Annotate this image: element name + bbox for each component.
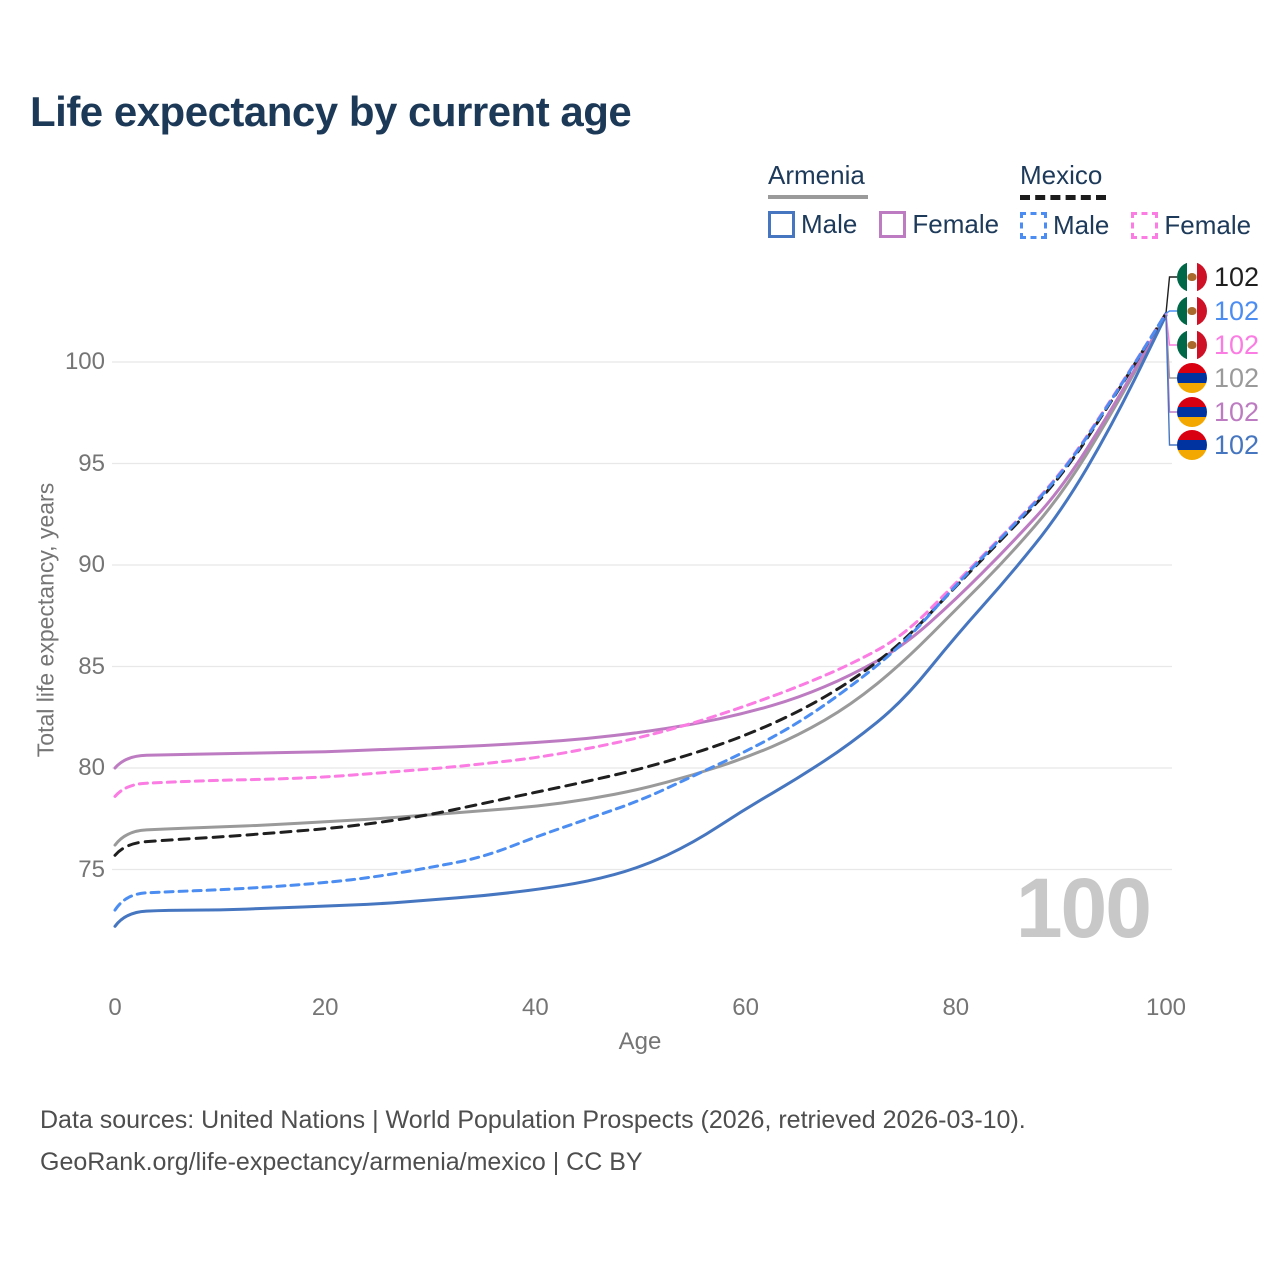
legend-item-mexico-male[interactable]: Male <box>1020 210 1109 241</box>
age-watermark: 100 <box>1015 861 1152 955</box>
end-label-value: 102 <box>1214 430 1260 460</box>
y-tick-label: 80 <box>78 754 105 781</box>
y-axis-title: Total life expectancy, years <box>32 482 59 758</box>
end-label-value: 102 <box>1214 330 1260 360</box>
legend-item-label: Female <box>1164 210 1252 240</box>
series-line-mexico-female <box>113 311 1168 798</box>
x-tick-label: 80 <box>942 994 970 1021</box>
x-axis-title: Age <box>618 1028 662 1055</box>
series-end-label-row: 102 <box>1177 397 1259 427</box>
legend-group-armenia: Armenia Male Female <box>768 160 999 240</box>
legend-country-label: Armenia <box>768 160 865 190</box>
legend-item-label: Female <box>912 209 1000 239</box>
legend-swatch-icon <box>879 211 907 238</box>
footer-data-sources: Data sources: United Nations | World Pop… <box>40 1106 1026 1134</box>
page-title: Life expectancy by current age <box>30 88 632 135</box>
legend-item-armenia-male[interactable]: Male <box>768 209 857 240</box>
series-line-armenia-male <box>113 313 1168 928</box>
series-end-label-row: 102 <box>1177 330 1259 360</box>
y-tick-label: 95 <box>78 449 105 477</box>
end-label-leader-line <box>1165 315 1177 379</box>
y-tick-label: 100 <box>64 348 105 375</box>
legend-country-label: Mexico <box>1020 160 1103 190</box>
x-tick-label: 100 <box>1145 994 1187 1021</box>
x-tick-label: 60 <box>732 994 759 1021</box>
end-label-leader-line <box>1165 315 1177 413</box>
mexico-flag-icon <box>1177 296 1207 326</box>
legend-group-mexico: Mexico Male Female <box>1020 160 1251 241</box>
y-tick-label: 85 <box>78 652 105 680</box>
legend-swatch-icon <box>1131 212 1159 239</box>
mexico-flag-emblem <box>1187 273 1197 281</box>
y-tick-label: 75 <box>78 855 105 883</box>
end-label-leader-line <box>1165 313 1177 346</box>
end-label-value: 102 <box>1214 262 1260 292</box>
legend-item-label: Male <box>801 209 858 239</box>
end-label-leader-line <box>1165 310 1177 314</box>
mexico-flag-icon <box>1177 262 1207 292</box>
end-label-value: 102 <box>1214 296 1260 326</box>
series-line-mexico-male <box>113 311 1168 912</box>
series-end-label-row: 102 <box>1177 363 1259 393</box>
series-end-label-row: 102 <box>1177 430 1259 460</box>
armenia-flag-icon <box>1177 397 1207 427</box>
legend-swatch-icon <box>768 211 795 238</box>
x-tick-label: 40 <box>522 994 549 1021</box>
mexico-flag-emblem <box>1187 307 1197 315</box>
x-tick-label: 20 <box>311 994 339 1021</box>
end-label-value: 102 <box>1214 363 1260 393</box>
legend-item-label: Male <box>1053 210 1110 240</box>
x-tick-label: 0 <box>108 994 122 1021</box>
series-line-armenia-female <box>113 313 1168 770</box>
series-line-mexico-both-sexes <box>113 311 1168 857</box>
footer-attribution: GeoRank.org/life-expectancy/armenia/mexi… <box>40 1148 643 1176</box>
end-label-leader-line <box>1165 315 1177 446</box>
legend-linestyle-sample <box>1020 195 1106 200</box>
legend-item-armenia-female[interactable]: Female <box>879 209 999 240</box>
end-label-value: 102 <box>1214 397 1260 427</box>
armenia-flag-icon <box>1177 363 1207 393</box>
y-tick-label: 90 <box>78 551 105 578</box>
series-line-armenia-both-sexes <box>113 313 1168 847</box>
series-end-label-row: 102 <box>1177 296 1259 326</box>
end-label-leader-line <box>1165 276 1177 314</box>
legend-linestyle-sample <box>768 195 868 199</box>
armenia-flag-icon <box>1177 430 1207 460</box>
mexico-flag-emblem <box>1187 341 1197 349</box>
mexico-flag-icon <box>1177 330 1207 360</box>
legend-swatch-icon <box>1020 212 1047 239</box>
series-end-label-row: 102 <box>1177 262 1259 292</box>
legend-item-mexico-female[interactable]: Female <box>1131 210 1251 241</box>
